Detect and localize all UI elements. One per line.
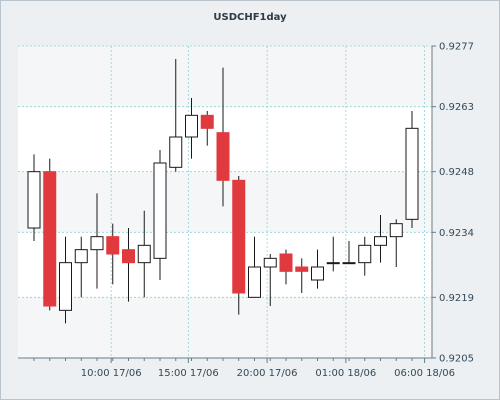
x-tick-label: 01:00 18/06 — [315, 368, 376, 379]
candle-body — [326, 262, 340, 265]
x-tick-label: 15:00 17/06 — [158, 368, 219, 379]
plot-band — [18, 46, 432, 107]
x-tick-label: 06:00 18/06 — [394, 368, 455, 379]
plot-band — [18, 297, 432, 358]
y-tick-label: 0.9263 — [439, 102, 474, 113]
x-tick-label: 20:00 17/06 — [237, 368, 298, 379]
candle-body — [232, 179, 246, 294]
candle-body — [342, 262, 356, 265]
candle-up — [263, 254, 277, 306]
candle-down — [106, 223, 120, 285]
candle-body — [106, 236, 120, 255]
candle-body — [374, 236, 387, 246]
candle-up — [374, 215, 387, 263]
candles — [27, 59, 419, 324]
candle-body — [153, 162, 167, 259]
candle-body — [169, 136, 183, 168]
y-tick-label: 0.9234 — [439, 228, 474, 239]
candle-body — [405, 127, 419, 220]
tick-labels: 0.9277 0.9263 0.9248 0.9234 0.9219 0.9205 10:0… — [81, 42, 474, 380]
candle-up — [311, 249, 324, 289]
grid-lines — [18, 45, 432, 359]
candle-down — [122, 228, 135, 302]
axes — [18, 45, 436, 363]
candle-body — [200, 114, 214, 129]
plot-band — [18, 171, 432, 233]
candle-up — [405, 111, 419, 228]
candle-up — [342, 241, 356, 265]
candle-body — [27, 171, 41, 229]
candle-up — [326, 236, 340, 272]
candle-body — [279, 253, 293, 272]
candle-body — [43, 171, 57, 307]
candle-up — [59, 236, 72, 324]
candle-down — [279, 249, 293, 285]
candle-body — [389, 223, 403, 238]
candle-down — [295, 258, 309, 293]
y-tick-label: 0.9219 — [439, 293, 474, 304]
candle-body — [295, 266, 309, 272]
chart-title: USDCHF1day — [213, 12, 287, 23]
y-tick-label: 0.9205 — [439, 354, 474, 365]
candle-body — [90, 236, 104, 251]
x-tick-label: 10:00 17/06 — [81, 368, 142, 379]
candle-body — [311, 266, 324, 281]
candle-up — [153, 150, 167, 280]
candle-up — [358, 236, 372, 276]
candle-up — [74, 236, 88, 298]
candle-body — [358, 244, 372, 264]
candle-down — [200, 111, 214, 146]
candle-body — [137, 244, 151, 264]
candle-up — [137, 210, 151, 298]
candle-down — [43, 158, 57, 311]
candle-up — [248, 236, 261, 298]
candle-down — [216, 67, 230, 207]
y-tick-label: 0.9248 — [439, 167, 474, 178]
candle-up — [90, 193, 104, 289]
candle-up — [185, 98, 198, 159]
candle-body — [59, 262, 72, 311]
candle-body — [74, 249, 88, 264]
candle-body — [185, 114, 198, 138]
candle-down — [232, 176, 246, 315]
candle-body — [263, 257, 277, 268]
candle-up — [389, 219, 403, 267]
candle-body — [248, 266, 261, 298]
y-tick-label: 0.9277 — [439, 42, 474, 53]
candle-up — [27, 154, 41, 241]
candle-body — [216, 132, 230, 181]
plot-background — [18, 46, 432, 358]
candle-body — [122, 249, 135, 264]
candle-up — [169, 59, 183, 172]
